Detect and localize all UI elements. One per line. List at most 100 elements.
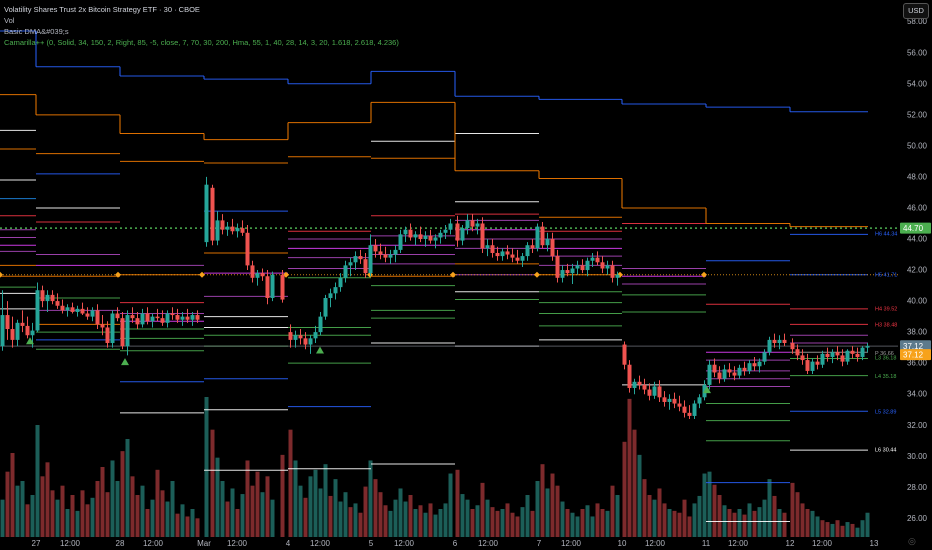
candle-body: [757, 361, 762, 367]
candle-body: [125, 315, 130, 347]
volume-bar: [632, 429, 637, 537]
volume-bar: [20, 481, 25, 537]
candle-body: [530, 245, 535, 249]
volume-bar: [353, 503, 358, 537]
candle-body: [795, 349, 800, 356]
candle-body: [180, 316, 185, 320]
pivot-level-label: L4 35.18: [875, 374, 896, 380]
candle-body: [545, 239, 550, 246]
candle-body: [0, 315, 5, 347]
volume-bar: [255, 471, 260, 537]
volume-bar: [615, 495, 620, 537]
candle-body: [270, 274, 275, 298]
volume-bar: [348, 507, 353, 537]
volume-bar: [180, 504, 185, 537]
candle-body: [75, 308, 80, 312]
candle-body: [632, 381, 637, 389]
volume-indicator-label[interactable]: Vol: [4, 16, 15, 25]
candle-body: [845, 350, 850, 362]
volume-bar: [595, 503, 600, 537]
candle-body: [752, 363, 757, 367]
candle-body: [600, 262, 605, 269]
volume-bar: [55, 499, 60, 537]
dma-indicator-label[interactable]: Basic DMA&#039;s: [4, 27, 69, 36]
camarilla-indicator-label[interactable]: Camarilla++ (0, Solid, 34, 150, 2, Right…: [4, 38, 399, 47]
candle-body: [747, 363, 752, 371]
price-tick-label: 42.00: [907, 266, 928, 275]
volume-bar: [443, 503, 448, 537]
candle-body: [115, 313, 120, 319]
candle-body: [185, 316, 190, 320]
volume-bar: [318, 488, 323, 537]
candle-body: [772, 339, 777, 343]
candle-body: [475, 223, 480, 227]
volume-bar: [687, 516, 692, 537]
candle-body: [288, 332, 293, 340]
chart-title[interactable]: Volatility Shares Trust 2x Bitcoin Strat…: [4, 5, 200, 14]
volume-bar: [520, 507, 525, 537]
time-tick-label: 12:00: [310, 539, 331, 548]
volume-bar: [170, 481, 175, 537]
volume-bar: [535, 481, 540, 537]
candle-body: [805, 360, 810, 371]
volume-bar: [30, 495, 35, 537]
volume-bar: [438, 509, 443, 537]
volume-bar: [727, 509, 732, 537]
volume-bar: [767, 479, 772, 537]
candle-body: [373, 245, 378, 252]
candle-body: [465, 220, 470, 229]
price-badge-label: 37.12: [903, 342, 924, 351]
candle-body: [615, 274, 620, 278]
candle-body: [692, 403, 697, 416]
volume-bar: [580, 509, 585, 537]
tradingview-logo-icon[interactable]: ◎: [908, 536, 916, 546]
candle-body: [70, 307, 75, 312]
candle-body: [742, 367, 747, 371]
candle-body: [550, 239, 555, 257]
candle-body: [428, 235, 433, 241]
volume-bar: [540, 464, 545, 537]
time-tick-label: 13: [870, 539, 879, 548]
volume-bar: [545, 488, 550, 537]
volume-bar: [358, 512, 363, 537]
candle-body: [120, 318, 125, 347]
currency-button[interactable]: USD: [903, 3, 929, 19]
volume-bar: [795, 492, 800, 537]
volume-bar: [702, 473, 707, 537]
candle-body: [280, 274, 285, 300]
volume-bar: [393, 499, 398, 537]
candle-body: [722, 369, 727, 379]
candle-body: [85, 313, 90, 317]
candle-body: [250, 265, 255, 278]
candle-body: [20, 322, 25, 326]
candle-body: [230, 226, 235, 232]
volume-bar: [585, 505, 590, 537]
volume-bar: [835, 520, 840, 537]
volume-bar: [485, 499, 490, 537]
volume-bar: [80, 490, 85, 537]
candle-body: [368, 245, 373, 274]
price-tick-label: 34.00: [907, 390, 928, 399]
candle-body: [260, 273, 265, 277]
candle-body: [565, 270, 570, 274]
volume-bar: [150, 499, 155, 537]
volume-bar: [692, 503, 697, 537]
diamond-marker-icon: [534, 271, 540, 278]
candle-body: [408, 229, 413, 238]
candle-body: [45, 294, 50, 302]
price-tick-label: 54.00: [907, 79, 928, 88]
candle-body: [140, 313, 145, 325]
volume-bar: [60, 485, 65, 537]
volume-bar: [682, 499, 687, 537]
volume-bar: [398, 488, 403, 537]
candle-body: [30, 330, 35, 336]
candle-body: [647, 389, 652, 396]
price-tick-label: 40.00: [907, 297, 928, 306]
time-tick-label: 6: [453, 539, 458, 548]
volume-bar: [115, 481, 120, 537]
candle-body: [448, 223, 453, 230]
volume-bar: [565, 509, 570, 537]
candle-body: [308, 338, 313, 345]
volume-bar: [423, 512, 428, 537]
